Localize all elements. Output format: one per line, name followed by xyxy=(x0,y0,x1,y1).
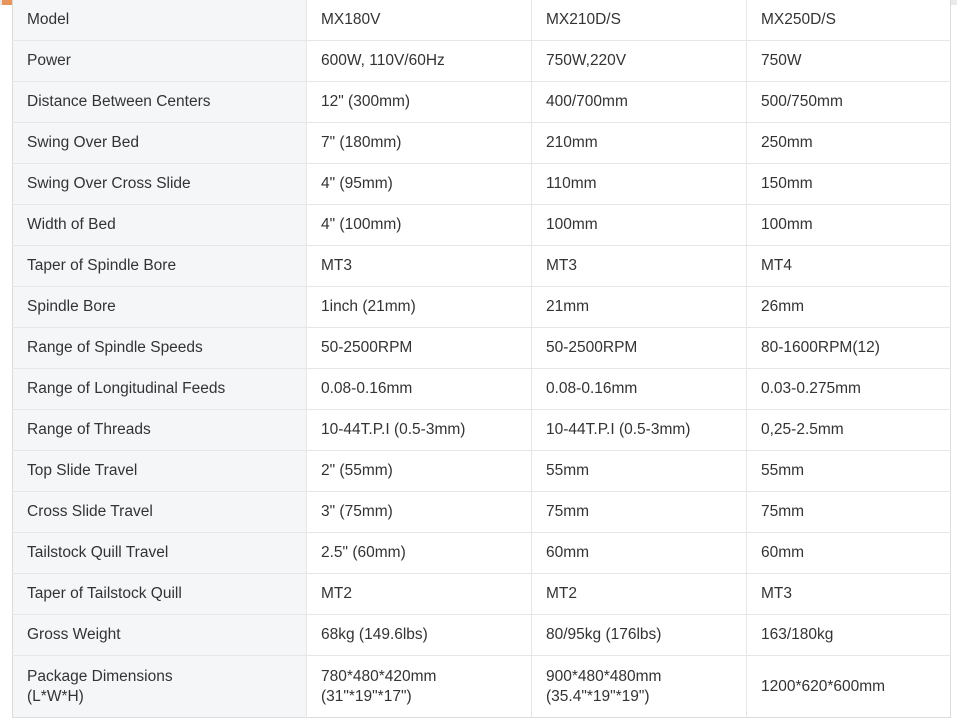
spec-value-cell: 900*480*480mm (35.4"*19"*19") xyxy=(531,655,747,718)
spec-value-cell: MT2 xyxy=(531,573,747,615)
spec-label-cell: Distance Between Centers xyxy=(12,81,307,123)
spec-value-cell: 0.08-0.16mm xyxy=(531,368,747,410)
spec-value-cell: 50-2500RPM xyxy=(306,327,532,369)
spec-label-cell: Taper of Tailstock Quill xyxy=(12,573,307,615)
spec-value-cell: 3" (75mm) xyxy=(306,491,532,533)
spec-value-cell: 250mm xyxy=(746,122,951,164)
table-row: Gross Weight 68kg (149.6lbs) 80/95kg (176l… xyxy=(12,614,951,656)
spec-value-cell: 600W, 110V/60Hz xyxy=(306,40,532,82)
table-row: Spindle Bore 1inch (21mm) 21mm 26mm xyxy=(12,286,951,328)
spec-value-cell: 21mm xyxy=(531,286,747,328)
spec-label-cell: Spindle Bore xyxy=(12,286,307,328)
spec-value-cell: 55mm xyxy=(746,450,951,492)
spec-label-cell: Width of Bed xyxy=(12,204,307,246)
table-row: Cross Slide Travel 3" (75mm) 75mm 75mm xyxy=(12,491,951,533)
spec-label-cell: Range of Spindle Speeds xyxy=(12,327,307,369)
spec-label-cell: Model xyxy=(12,0,307,41)
spec-value-cell: 75mm xyxy=(531,491,747,533)
table-row: Distance Between Centers 12" (300mm) 400/7… xyxy=(12,81,951,123)
spec-label-cell: Top Slide Travel xyxy=(12,450,307,492)
spec-value-cell: 4" (95mm) xyxy=(306,163,532,205)
spec-label-cell: Gross Weight xyxy=(12,614,307,656)
spec-value-cell: 68kg (149.6lbs) xyxy=(306,614,532,656)
spec-value-cell: 780*480*420mm (31"*19"*17") xyxy=(306,655,532,718)
spec-value-cell: 210mm xyxy=(531,122,747,164)
table-row: Range of Threads 10-44T.P.I (0.5-3mm) 10-4… xyxy=(12,409,951,451)
spec-value-cell: 2.5" (60mm) xyxy=(306,532,532,574)
spec-value-cell: MT3 xyxy=(746,573,951,615)
table-row: Top Slide Travel 2" (55mm) 55mm 55mm xyxy=(12,450,951,492)
spec-value-cell: 80/95kg (176lbs) xyxy=(531,614,747,656)
spec-value-cell: 7" (180mm) xyxy=(306,122,532,164)
spec-value-cell: 26mm xyxy=(746,286,951,328)
spec-value-cell: 4" (100mm) xyxy=(306,204,532,246)
spec-value-cell: MX210D/S xyxy=(531,0,747,41)
spec-value-cell: 400/700mm xyxy=(531,81,747,123)
spec-value-cell: 2" (55mm) xyxy=(306,450,532,492)
spec-value-cell: 750W,220V xyxy=(531,40,747,82)
spec-value-cell: 80-1600RPM(12) xyxy=(746,327,951,369)
table-row: Power 600W, 110V/60Hz 750W,220V 750W xyxy=(12,40,951,82)
spec-value-cell: 60mm xyxy=(531,532,747,574)
spec-value-cell: 10-44T.P.I (0.5-3mm) xyxy=(531,409,747,451)
table-row: Range of Spindle Speeds 50-2500RPM 50-2500… xyxy=(12,327,951,369)
spec-label-cell: Power xyxy=(12,40,307,82)
spec-value-cell: MT2 xyxy=(306,573,532,615)
spec-value-cell: 0.08-0.16mm xyxy=(306,368,532,410)
spec-value-cell: 0,25-2.5mm xyxy=(746,409,951,451)
table-row: Taper of Spindle Bore MT3 MT3 MT4 xyxy=(12,245,951,287)
spec-label-cell: Package Dimensions (L*W*H) xyxy=(12,655,307,718)
spec-value-cell: 50-2500RPM xyxy=(531,327,747,369)
table-row: Width of Bed 4" (100mm) 100mm 100mm xyxy=(12,204,951,246)
spec-value-cell: 750W xyxy=(746,40,951,82)
spec-value-cell: MT3 xyxy=(531,245,747,287)
specifications-table: Model MX180V MX210D/S MX250D/S Power 600W, 11… xyxy=(12,0,951,718)
spec-table-container: Model MX180V MX210D/S MX250D/S Power 600W, 11… xyxy=(12,0,951,718)
spec-value-cell: 60mm xyxy=(746,532,951,574)
spec-value-cell: 55mm xyxy=(531,450,747,492)
table-row: Range of Longitudinal Feeds 0.08-0.16mm 0.… xyxy=(12,368,951,410)
spec-value-cell: 75mm xyxy=(746,491,951,533)
table-row: Model MX180V MX210D/S MX250D/S xyxy=(12,0,951,41)
spec-value-cell: MT3 xyxy=(306,245,532,287)
spec-table-body: Model MX180V MX210D/S MX250D/S Power 600W, 11… xyxy=(12,0,951,718)
table-row: Tailstock Quill Travel 2.5" (60mm) 60mm 60m… xyxy=(12,532,951,574)
table-row: Swing Over Bed 7" (180mm) 210mm 250mm xyxy=(12,122,951,164)
spec-value-cell: MT4 xyxy=(746,245,951,287)
spec-value-cell: 100mm xyxy=(746,204,951,246)
spec-value-cell: 500/750mm xyxy=(746,81,951,123)
spec-value-cell: 1200*620*600mm xyxy=(746,655,951,718)
table-row: Swing Over Cross Slide 4" (95mm) 110mm 150m… xyxy=(12,163,951,205)
spec-label-cell: Range of Threads xyxy=(12,409,307,451)
spec-value-cell: 12" (300mm) xyxy=(306,81,532,123)
spec-value-cell: MX250D/S xyxy=(746,0,951,41)
spec-label-cell: Taper of Spindle Bore xyxy=(12,245,307,287)
spec-value-cell: MX180V xyxy=(306,0,532,41)
table-row: Taper of Tailstock Quill MT2 MT2 MT3 xyxy=(12,573,951,615)
spec-label-cell: Swing Over Cross Slide xyxy=(12,163,307,205)
spec-value-cell: 163/180kg xyxy=(746,614,951,656)
spec-label-cell: Cross Slide Travel xyxy=(12,491,307,533)
spec-value-cell: 110mm xyxy=(531,163,747,205)
spec-label-cell: Range of Longitudinal Feeds xyxy=(12,368,307,410)
spec-label-cell: Swing Over Bed xyxy=(12,122,307,164)
spec-label-cell: Tailstock Quill Travel xyxy=(12,532,307,574)
spec-value-cell: 0.03-0.275mm xyxy=(746,368,951,410)
spec-value-cell: 1inch (21mm) xyxy=(306,286,532,328)
table-row: Package Dimensions (L*W*H) 780*480*420mm … xyxy=(12,655,951,718)
spec-value-cell: 10-44T.P.I (0.5-3mm) xyxy=(306,409,532,451)
spec-value-cell: 150mm xyxy=(746,163,951,205)
spec-value-cell: 100mm xyxy=(531,204,747,246)
